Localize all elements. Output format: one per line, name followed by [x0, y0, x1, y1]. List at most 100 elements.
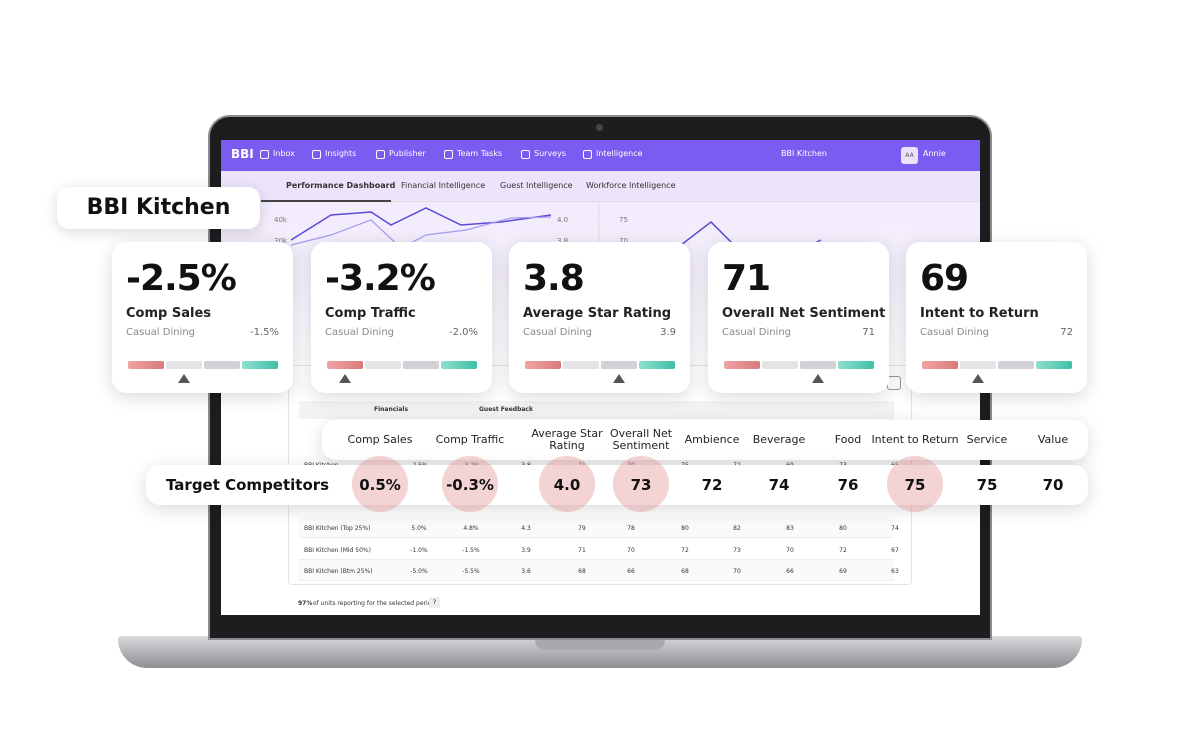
segment-value: -2.0% [448, 327, 478, 338]
floating-title: BBI Kitchen [57, 187, 260, 229]
tab-underline [261, 200, 391, 202]
range-marker [178, 374, 190, 383]
segment-label: Casual Dining [325, 327, 395, 338]
kpi-value: 3.8 [523, 258, 585, 299]
comparison-row [146, 465, 1088, 505]
column-header: Food [834, 433, 862, 446]
range-segment [838, 361, 874, 369]
axis-label: 4.0 [557, 216, 569, 224]
table-cell: 80 [681, 525, 689, 532]
row-label: Target Competitors [166, 476, 330, 494]
group-label: Guest Feedback [479, 406, 533, 413]
tab[interactable]: Performance Dashboard [286, 181, 396, 190]
range-segment [128, 361, 164, 369]
laptop-notch [535, 638, 665, 650]
user-name[interactable]: Annie [923, 149, 946, 158]
footer-text: of units reporting for the selected peri… [313, 600, 438, 607]
table-cell: 78 [627, 525, 635, 532]
comparison-value: 75 [904, 476, 926, 494]
table-cell: 4.8% [463, 525, 479, 532]
range-segment [525, 361, 561, 369]
nav-item[interactable]: Insights [325, 149, 357, 158]
comparison-value: -0.3% [446, 476, 494, 494]
table-cell: 72 [681, 547, 689, 554]
range-segment [639, 361, 675, 369]
range-segment [922, 361, 958, 369]
highlight-circle [887, 456, 943, 512]
table-cell: 70 [786, 547, 794, 554]
row-label: BBI Kitchen (Mid 50%) [304, 547, 371, 554]
comparison-value: 4.0 [553, 476, 581, 494]
range-segment [166, 361, 202, 369]
tab[interactable]: Financial Intelligence [401, 181, 486, 190]
range-segment [1036, 361, 1072, 369]
nav-item[interactable]: Intelligence [596, 149, 643, 158]
table-cell: 68 [578, 568, 586, 575]
highlight-circle [539, 456, 595, 512]
kpi-label: Average Star Rating [523, 306, 672, 321]
table-cell: 3.6 [521, 568, 531, 575]
column-header: Comp Sales [347, 433, 413, 446]
column-header: Beverage [752, 433, 806, 446]
segment-value: 71 [862, 327, 875, 338]
tab[interactable]: Workforce Intelligence [586, 181, 676, 190]
segment-label: Casual Dining [523, 327, 593, 338]
nav-icon [376, 150, 385, 159]
location[interactable]: BBI Kitchen [781, 149, 827, 158]
table-cell: 83 [786, 525, 794, 532]
nav-icon [312, 150, 321, 159]
group-label: Financials [374, 406, 409, 413]
comparison-header [322, 420, 1088, 460]
brand: BBI [231, 147, 254, 161]
table-cell: 5.0% [411, 525, 427, 532]
row-label: BBI Kitchen (Btm 25%) [304, 568, 373, 575]
range-marker [339, 374, 351, 383]
column-header: Intent to Return [871, 433, 959, 446]
range-segment [403, 361, 439, 369]
screen: BBI Inbox Insights Publisher Team Tasks Surve… [221, 140, 980, 615]
comparison-value: 0.5% [359, 476, 401, 494]
table-cell: 73 [733, 547, 741, 554]
segment-label: Casual Dining [722, 327, 792, 338]
comparison-value: 73 [630, 476, 652, 494]
table-cell: 79 [578, 525, 586, 532]
table-cell: -1.5% [462, 547, 480, 554]
nav-item[interactable]: Surveys [534, 149, 566, 158]
range-segment [204, 361, 240, 369]
kpi-card: 69 Intent to Return Casual Dining 72 [906, 242, 1087, 393]
comparison-value: 75 [976, 476, 998, 494]
segment-value: 72 [1060, 327, 1073, 338]
range-marker [613, 374, 625, 383]
nav-icon [583, 150, 592, 159]
segment-value: -1.5% [249, 327, 279, 338]
highlight-circle [352, 456, 408, 512]
table-cell: 66 [627, 568, 635, 575]
axis-label: 40k [274, 216, 287, 224]
range-segment [601, 361, 637, 369]
range-segment [441, 361, 477, 369]
table-cell: 67 [891, 547, 899, 554]
range-marker [972, 374, 984, 383]
nav-item[interactable]: Inbox [273, 149, 295, 158]
column-header: Ambience [684, 433, 740, 446]
table-cell: 72 [839, 547, 847, 554]
table-cell: 82 [733, 525, 741, 532]
axis-label: 70 [619, 237, 628, 245]
kpi-card: -3.2% Comp Traffic Casual Dining -2.0% [311, 242, 492, 393]
help-button[interactable]: ? [429, 597, 440, 608]
axis-label: 30k [274, 237, 287, 245]
kpi-label: Overall Net Sentiment [722, 306, 886, 321]
nav-icon [444, 150, 453, 159]
axis-label: 75 [619, 216, 628, 224]
nav-item[interactable]: Team Tasks [457, 149, 503, 158]
avatar: AA [901, 147, 918, 164]
comparison-value: 70 [1042, 476, 1064, 494]
range-segment [960, 361, 996, 369]
column-header: Comp Traffic [435, 433, 505, 446]
column-header: Average Star Rating [531, 427, 603, 452]
range-segment [998, 361, 1034, 369]
nav-item[interactable]: Publisher [389, 149, 426, 158]
kpi-value: 69 [920, 258, 969, 299]
comparison-value: 76 [837, 476, 859, 494]
tab[interactable]: Guest Intelligence [500, 181, 573, 190]
